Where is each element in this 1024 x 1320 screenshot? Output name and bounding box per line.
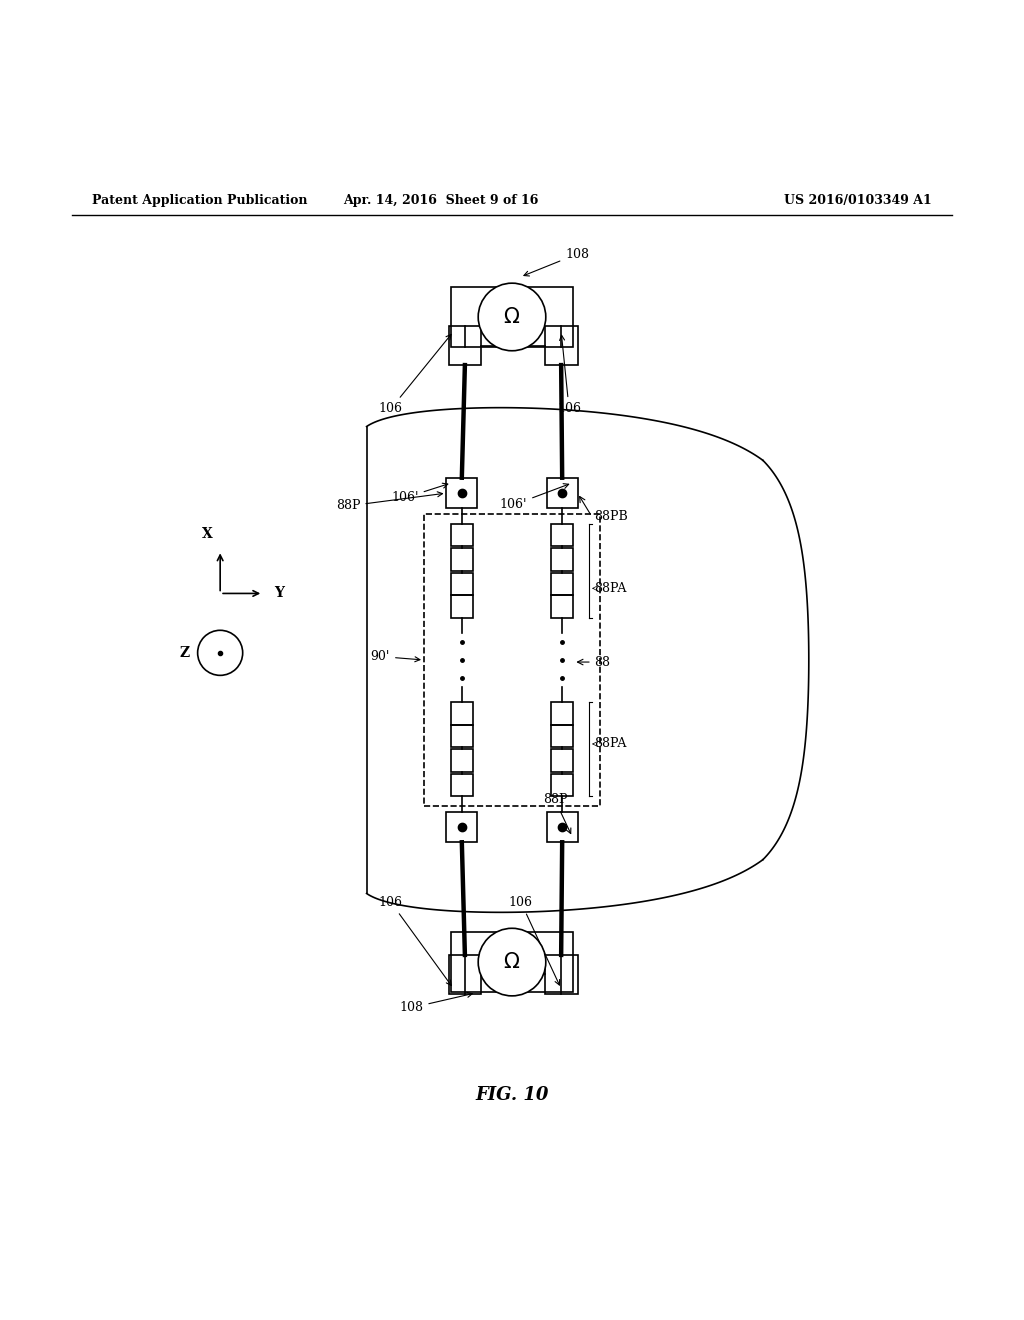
Bar bbox=[551, 595, 573, 618]
Bar bbox=[424, 513, 600, 807]
Text: Apr. 14, 2016  Sheet 9 of 16: Apr. 14, 2016 Sheet 9 of 16 bbox=[343, 194, 538, 207]
Text: 88PA: 88PA bbox=[594, 582, 627, 595]
Circle shape bbox=[198, 631, 243, 676]
Bar bbox=[551, 573, 573, 595]
Bar bbox=[446, 478, 477, 508]
Bar bbox=[451, 524, 473, 546]
Text: Z: Z bbox=[179, 645, 189, 660]
Bar bbox=[451, 288, 573, 347]
Bar bbox=[449, 326, 481, 366]
Bar bbox=[551, 725, 573, 747]
Bar bbox=[551, 702, 573, 725]
Text: 88P: 88P bbox=[336, 492, 442, 512]
Bar bbox=[451, 595, 473, 618]
Bar bbox=[545, 954, 578, 994]
Bar bbox=[547, 478, 578, 508]
Bar bbox=[451, 932, 573, 991]
Text: 106: 106 bbox=[509, 896, 559, 985]
Bar bbox=[449, 954, 481, 994]
Text: 88PA: 88PA bbox=[594, 738, 627, 751]
Text: 106: 106 bbox=[557, 335, 581, 416]
Text: 108: 108 bbox=[399, 993, 472, 1014]
Text: Patent Application Publication: Patent Application Publication bbox=[92, 194, 307, 207]
Text: 106': 106' bbox=[500, 483, 568, 511]
Bar bbox=[451, 702, 473, 725]
Text: 106: 106 bbox=[379, 334, 452, 416]
Circle shape bbox=[478, 284, 546, 351]
Text: 88PB: 88PB bbox=[594, 510, 628, 523]
Circle shape bbox=[478, 928, 546, 995]
Bar bbox=[551, 748, 573, 772]
Bar bbox=[451, 725, 473, 747]
Bar bbox=[451, 774, 473, 796]
Text: $\Omega$: $\Omega$ bbox=[504, 308, 520, 327]
Text: FIG. 10: FIG. 10 bbox=[475, 1086, 549, 1105]
Bar bbox=[545, 326, 578, 366]
Bar bbox=[551, 548, 573, 572]
Text: $\Omega$: $\Omega$ bbox=[504, 952, 520, 972]
Text: 88: 88 bbox=[594, 656, 610, 668]
Text: Y: Y bbox=[274, 586, 285, 601]
Bar bbox=[451, 548, 473, 572]
Text: 106': 106' bbox=[391, 483, 447, 504]
Bar bbox=[446, 812, 477, 842]
Bar bbox=[451, 573, 473, 595]
Text: 90': 90' bbox=[371, 649, 420, 663]
Text: US 2016/0103349 A1: US 2016/0103349 A1 bbox=[784, 194, 932, 207]
Text: 88P: 88P bbox=[543, 793, 570, 833]
Text: X: X bbox=[202, 527, 212, 541]
Bar bbox=[451, 748, 473, 772]
Bar bbox=[551, 524, 573, 546]
Text: 108: 108 bbox=[524, 248, 589, 276]
Bar bbox=[551, 774, 573, 796]
Bar bbox=[547, 812, 578, 842]
Text: 106: 106 bbox=[379, 896, 452, 986]
